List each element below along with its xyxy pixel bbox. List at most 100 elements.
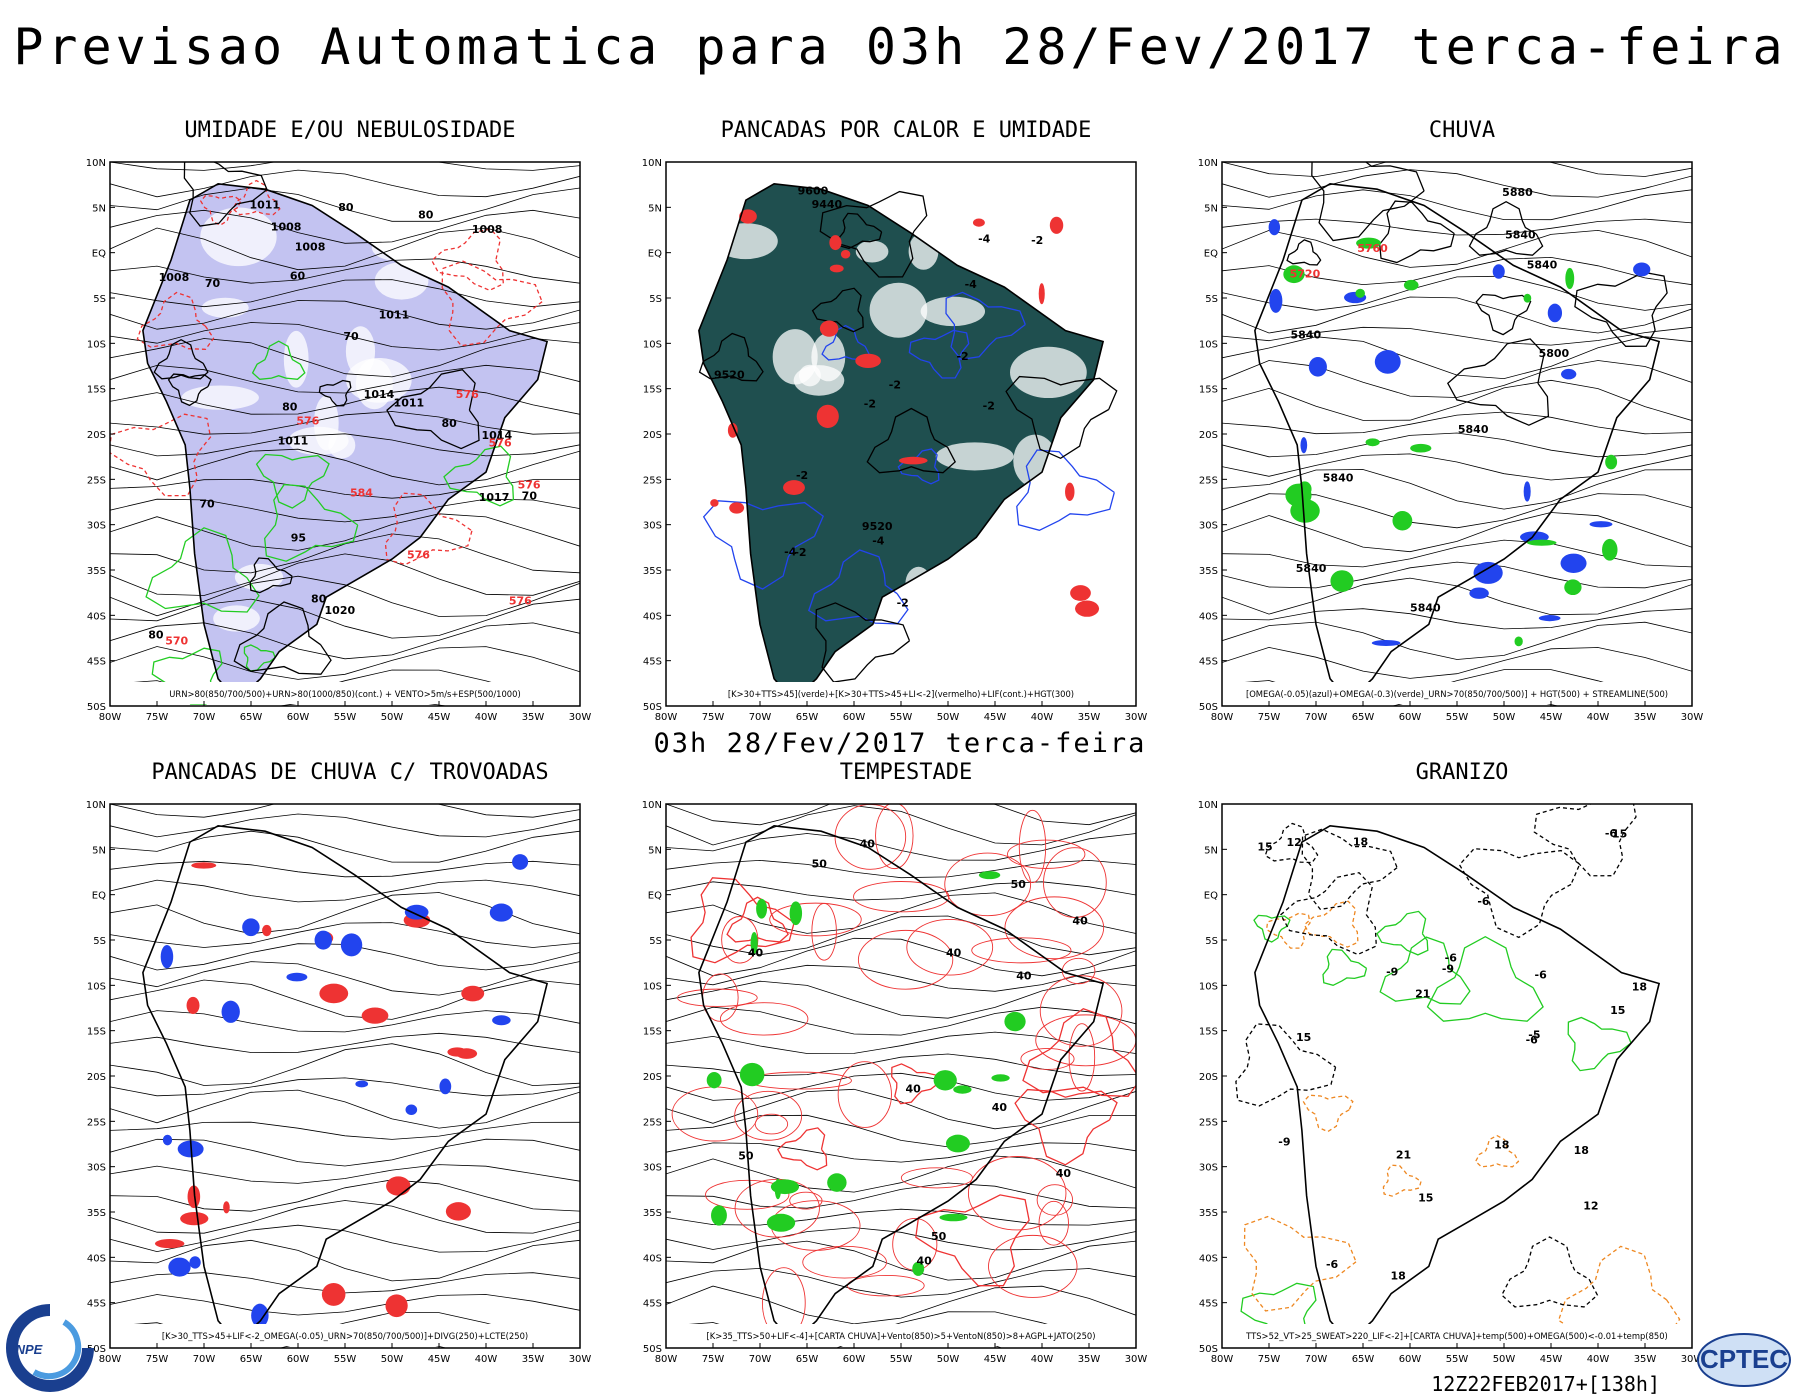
- lat-tick-label: 40S: [643, 611, 662, 622]
- precip-spot: [340, 933, 363, 957]
- contour-line: [264, 483, 359, 562]
- precip-spot: [445, 1202, 471, 1221]
- lat-tick-label: 25S: [1199, 1117, 1218, 1128]
- precip-spot: [819, 320, 839, 337]
- precip-spot: [1514, 636, 1523, 647]
- precip-spot: [251, 1303, 269, 1328]
- contour-line: [1005, 375, 1118, 460]
- precip-spot: [187, 1185, 201, 1209]
- coastline: [142, 182, 549, 702]
- lon-tick-label: 65W: [796, 712, 819, 723]
- streamline: [721, 916, 759, 964]
- precip-spot: [729, 502, 745, 514]
- streamline: [110, 1138, 580, 1167]
- precip-spot: [816, 404, 839, 429]
- precip-spot: [489, 903, 513, 922]
- precip-spot: [1283, 265, 1305, 284]
- precip-spot: [829, 264, 844, 273]
- streamline: [666, 980, 1136, 1019]
- contour-line: [1379, 936, 1471, 1005]
- streamline: [666, 1182, 1136, 1209]
- streamline: [110, 498, 580, 523]
- contour-label: 576: [296, 415, 319, 428]
- lat-tick-label: 50S: [643, 1344, 662, 1355]
- contour-label: 80: [441, 417, 457, 430]
- contour-line: [1446, 338, 1550, 426]
- contour-line: [1311, 162, 1425, 242]
- contour-label: 9600: [798, 185, 829, 198]
- precip-spot: [840, 249, 851, 259]
- streamline: [110, 598, 580, 639]
- panel-umidade: UMIDADE E/OU NEBULOSIDADE 1011 1008 1008 100…: [70, 118, 630, 738]
- lat-tick-label: 25S: [87, 475, 106, 486]
- precip-spot: [1560, 553, 1587, 574]
- precip-spot: [756, 898, 768, 919]
- clear-area: [811, 333, 846, 382]
- streamline: [967, 1156, 1067, 1231]
- lat-tick-label: 5N: [648, 203, 662, 214]
- streamline: [110, 1043, 580, 1087]
- contour-line: [183, 162, 268, 227]
- contour-label: 18: [1390, 1269, 1405, 1282]
- contour-label: 5840: [1458, 423, 1489, 436]
- lon-tick-label: 80W: [1211, 712, 1234, 723]
- clear-area: [855, 240, 889, 263]
- precip-spot: [186, 996, 200, 1014]
- lat-tick-label: 25S: [643, 475, 662, 486]
- streamline: [110, 922, 580, 948]
- streamline: [1222, 169, 1692, 198]
- contour-label: 1014: [481, 429, 512, 442]
- lon-tick-label: 35W: [1634, 1354, 1657, 1365]
- lon-tick-label: 45W: [1540, 1354, 1563, 1365]
- lat-tick-label: 10S: [87, 981, 106, 992]
- streamline: [110, 187, 580, 222]
- contour-label: -2: [889, 379, 901, 392]
- clear-area: [181, 385, 259, 410]
- contour-label: 12: [1583, 1200, 1598, 1213]
- contour-label: 50: [1011, 878, 1027, 891]
- clear-area: [908, 232, 939, 270]
- contour-label: 18: [1353, 835, 1368, 848]
- precip-spot: [404, 904, 429, 920]
- streamline: [110, 1121, 580, 1140]
- clear-area: [283, 330, 309, 388]
- streamline: [666, 915, 1136, 956]
- lat-tick-label: 15S: [1199, 385, 1218, 396]
- panel-pancadas-calor: PANCADAS POR CALOR E UMIDADE -2 -2 -2 -2 -2 -2…: [626, 118, 1186, 738]
- streamline: [1039, 975, 1123, 1047]
- contour-line: [199, 194, 242, 226]
- precip-spot: [774, 1178, 782, 1200]
- contour-label: 5840: [1296, 562, 1327, 575]
- streamline: [110, 804, 580, 818]
- lat-tick-label: 10S: [1199, 981, 1218, 992]
- precip-spot: [1523, 293, 1532, 303]
- clear-area: [920, 296, 986, 327]
- precip-spot: [827, 1173, 847, 1192]
- streamline: [1222, 229, 1692, 268]
- legend-text: URN>80(850/700/500)+URN>80(1000/850)(con…: [169, 689, 520, 699]
- contour-label: 21: [1396, 1149, 1411, 1162]
- lat-tick-label: 10N: [1198, 158, 1218, 169]
- streamline: [1222, 326, 1692, 346]
- lon-tick-label: 55W: [1446, 712, 1469, 723]
- streamline: [705, 1179, 790, 1210]
- precip-spot: [386, 1176, 411, 1196]
- streamline: [110, 1077, 580, 1097]
- contour-label: 80: [282, 401, 298, 414]
- contour-label: 40: [748, 947, 764, 960]
- streamline: [110, 813, 580, 838]
- streamline: [110, 879, 580, 903]
- clear-area: [965, 543, 988, 584]
- precip-spot: [783, 480, 805, 495]
- precip-spot: [221, 1000, 240, 1023]
- coastline: [698, 182, 1105, 702]
- streamline: [853, 881, 950, 913]
- contour-line: [233, 601, 332, 675]
- precip-spot: [461, 985, 485, 1002]
- lat-tick-label: 5S: [93, 294, 106, 305]
- lat-tick-label: 50S: [87, 702, 106, 713]
- precip-spot: [1602, 538, 1618, 561]
- contour-line: [1382, 1164, 1422, 1197]
- precip-spot: [855, 353, 881, 368]
- streamline: [1222, 512, 1692, 553]
